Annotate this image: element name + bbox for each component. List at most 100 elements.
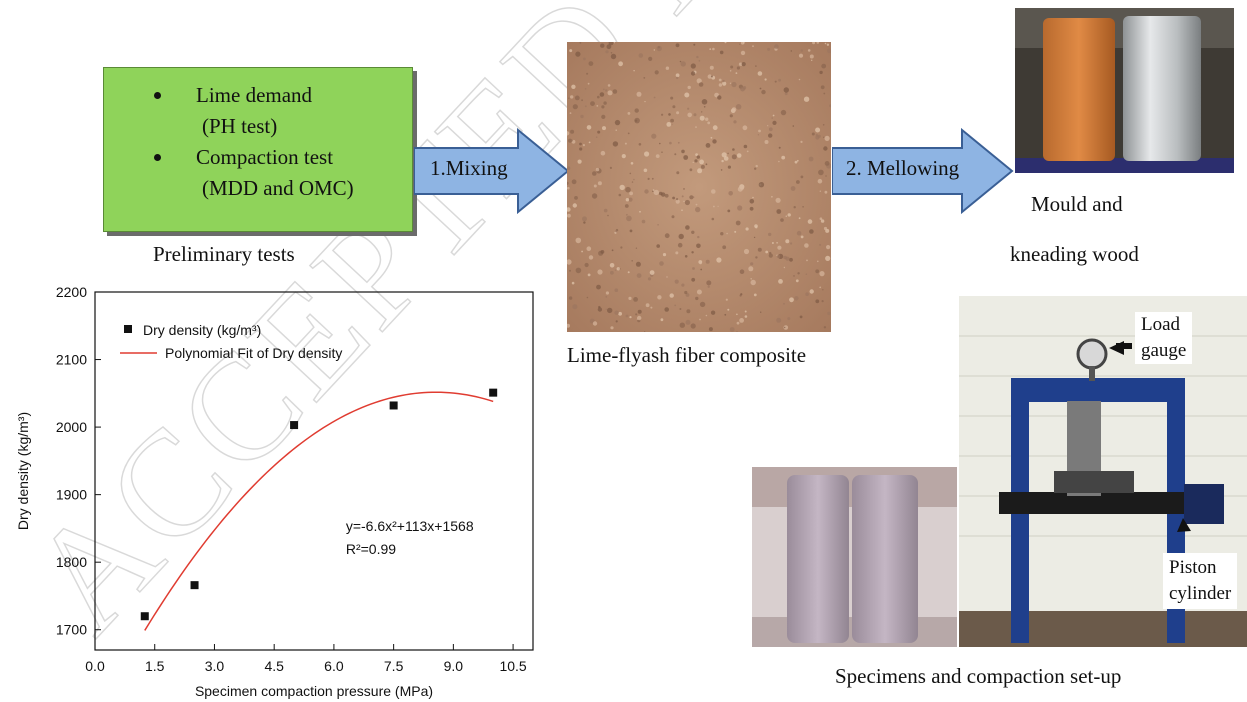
soil-speck bbox=[722, 245, 727, 250]
soil-speck bbox=[823, 146, 828, 151]
soil-speck bbox=[635, 247, 638, 249]
soil-speck bbox=[681, 209, 683, 211]
soil-speck bbox=[724, 313, 727, 316]
soil-speck bbox=[739, 318, 744, 323]
soil-speck bbox=[806, 259, 808, 262]
soil-speck bbox=[727, 308, 730, 311]
soil-speck bbox=[567, 181, 569, 185]
soil-speck bbox=[689, 195, 694, 200]
soil-speck bbox=[696, 289, 702, 295]
soil-speck bbox=[722, 81, 727, 86]
soil-speck bbox=[754, 167, 757, 170]
soil-speck bbox=[744, 315, 748, 318]
soil-speck bbox=[785, 239, 790, 244]
soil-speck bbox=[821, 300, 824, 303]
soil-speck bbox=[657, 295, 662, 300]
soil-speck bbox=[615, 230, 618, 233]
soil-speck bbox=[735, 72, 738, 74]
soil-speck bbox=[744, 310, 747, 313]
soil-speck bbox=[755, 256, 758, 259]
soil-speck bbox=[792, 125, 795, 127]
soil-speck bbox=[583, 221, 586, 224]
soil-speck bbox=[654, 70, 659, 75]
soil-speck bbox=[579, 142, 582, 146]
soil-speck bbox=[720, 169, 723, 171]
soil-speck bbox=[717, 205, 719, 207]
soil-speck bbox=[675, 199, 680, 204]
soil-speck bbox=[651, 133, 657, 139]
y-axis-label: Dry density (kg/m³) bbox=[15, 412, 31, 530]
soil-speck bbox=[606, 44, 612, 50]
soil-speck bbox=[798, 78, 801, 81]
soil-speck bbox=[818, 169, 824, 176]
soil-speck bbox=[815, 299, 820, 304]
plot-frame bbox=[94, 291, 534, 651]
soil-speck bbox=[633, 178, 635, 181]
preliminary-tests-list: Lime demand (PH test) Compaction test (M… bbox=[144, 80, 354, 204]
soil-speck bbox=[592, 171, 597, 176]
list-item: Lime demand (PH test) bbox=[144, 80, 354, 142]
soil-speck bbox=[615, 129, 617, 131]
soil-speck bbox=[794, 296, 799, 301]
soil-speck bbox=[815, 135, 820, 140]
soil-speck bbox=[812, 42, 816, 45]
soil-speck bbox=[725, 298, 728, 301]
preliminary-tests-box: Lime demand (PH test) Compaction test (M… bbox=[103, 67, 413, 232]
soil-speck bbox=[614, 119, 621, 126]
soil-speck bbox=[614, 269, 617, 271]
soil-speck bbox=[746, 150, 749, 153]
soil-speck bbox=[705, 259, 710, 264]
soil-speck bbox=[633, 297, 638, 302]
soil-speck bbox=[676, 111, 680, 115]
soil-speck bbox=[735, 220, 741, 226]
soil-speck bbox=[700, 164, 705, 169]
soil-speck bbox=[800, 140, 803, 143]
soil-speck bbox=[781, 155, 786, 160]
soil-speck bbox=[567, 166, 571, 170]
soil-speck bbox=[687, 107, 690, 110]
soil-speck bbox=[693, 113, 697, 117]
soil-speck bbox=[643, 168, 648, 173]
soil-speck bbox=[587, 82, 590, 85]
x-tick-label: 9.0 bbox=[444, 658, 464, 674]
soil-speck bbox=[821, 63, 827, 69]
soil-speck bbox=[674, 153, 677, 156]
soil-speck bbox=[697, 168, 703, 174]
soil-speck bbox=[732, 148, 735, 151]
soil-speck bbox=[803, 96, 810, 102]
mould-image bbox=[1015, 8, 1234, 173]
soil-speck bbox=[710, 136, 713, 139]
soil-speck bbox=[778, 279, 783, 284]
soil-speck bbox=[777, 245, 782, 250]
soil-speck bbox=[727, 152, 729, 155]
soil-speck bbox=[595, 167, 600, 172]
soil-speck bbox=[726, 232, 728, 235]
soil-speck bbox=[681, 195, 684, 198]
soil-speck bbox=[674, 304, 677, 307]
soil-speck bbox=[750, 278, 752, 280]
soil-speck bbox=[701, 111, 703, 113]
soil-speck bbox=[804, 243, 809, 248]
soil-speck bbox=[718, 83, 723, 87]
soil-speck bbox=[584, 105, 587, 108]
soil-speck bbox=[603, 101, 607, 105]
soil-speck bbox=[571, 179, 577, 185]
soil-speck bbox=[612, 141, 619, 147]
soil-speck bbox=[575, 51, 581, 57]
soil-speck bbox=[741, 62, 746, 67]
soil-speck bbox=[724, 42, 727, 44]
soil-speck bbox=[567, 186, 570, 190]
soil-speck bbox=[796, 230, 802, 236]
soil-speck bbox=[767, 125, 769, 127]
x-axis-label: Specimen compaction pressure (MPa) bbox=[195, 683, 433, 699]
bullet-icon bbox=[154, 154, 161, 161]
soil-speck bbox=[707, 121, 711, 125]
soil-speck bbox=[740, 86, 745, 92]
soil-speck bbox=[567, 213, 571, 218]
soil-speck bbox=[613, 42, 615, 44]
soil-speck bbox=[748, 266, 754, 272]
dry-density-chart: 0.0 1.5 3.0 4.5 6.0 7.5 9.0 10.5 1700 1800 1900 200… bbox=[15, 284, 534, 699]
soil-speck bbox=[605, 50, 609, 54]
soil-speck bbox=[644, 331, 646, 332]
legend-label-fit: Polynomial Fit of Dry density bbox=[165, 345, 342, 361]
